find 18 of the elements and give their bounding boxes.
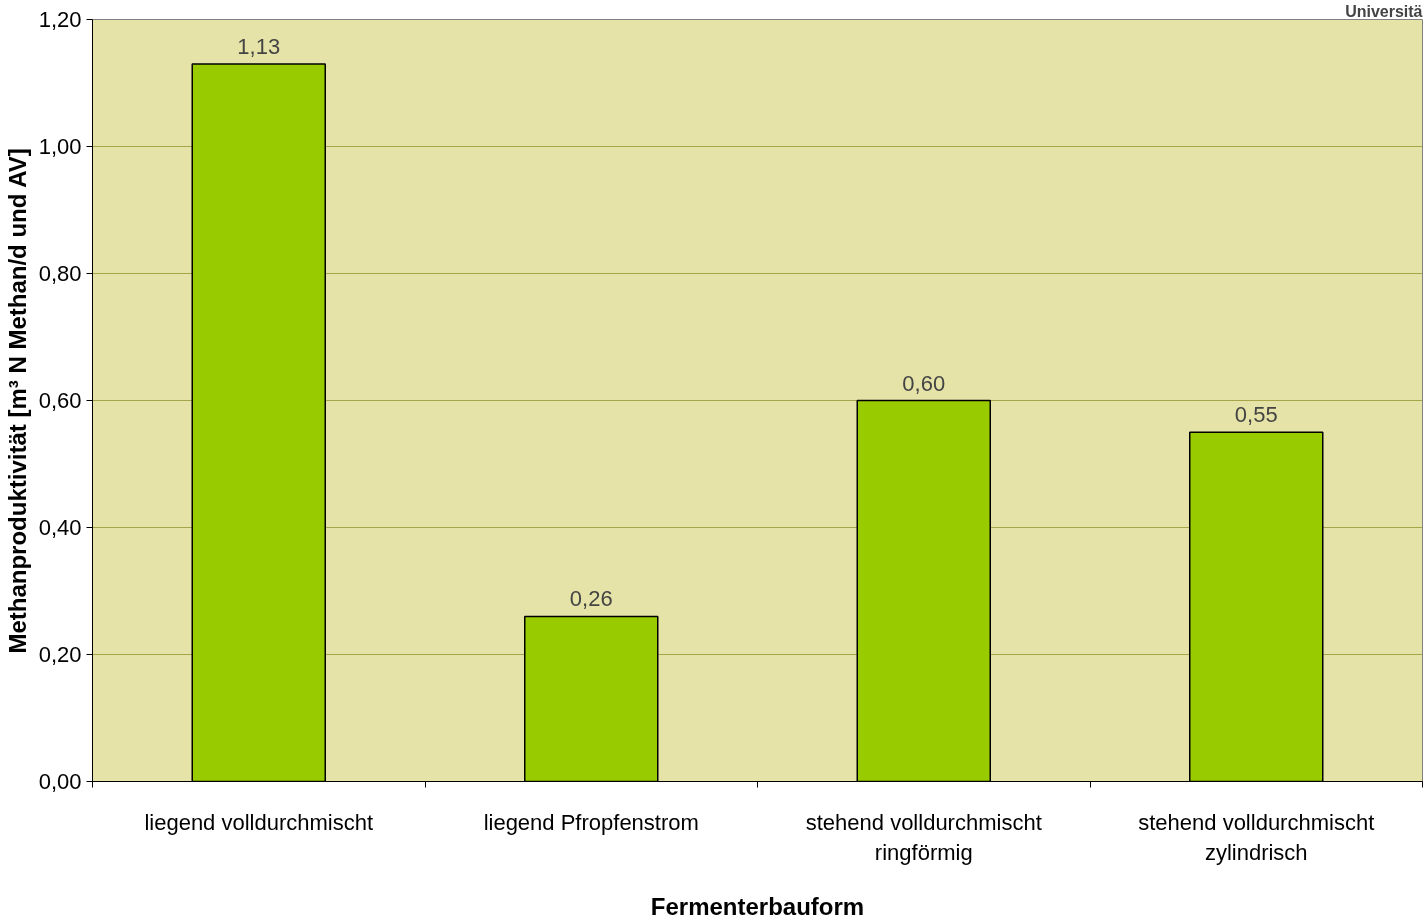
annotation: Universitä	[1345, 2, 1423, 20]
y-axis-title: Methanproduktivität [m³ N Methan/d und AV]	[3, 148, 31, 654]
y-tick-label: 1,00	[38, 134, 82, 159]
data-label: 0,60	[902, 370, 946, 396]
data-label: 0,26	[569, 586, 613, 612]
x-tick-label: liegend volldurchmischt	[144, 809, 374, 835]
y-tick-label: 0,80	[38, 261, 82, 286]
y-tick-label: 1,20	[38, 7, 82, 32]
y-tick-label: 0,40	[38, 515, 82, 540]
x-tick-label: stehend volldurchmischt zylindrisch	[1138, 809, 1375, 865]
y-tick-label: 0,60	[38, 388, 82, 413]
x-tick-label: stehend volldurchmischt ringförmig	[805, 809, 1042, 865]
x-axis-title: Fermenterbauform	[650, 892, 865, 920]
y-tick-label: 0,20	[38, 642, 82, 667]
x-tick-label: liegend Pfropfenstrom	[483, 809, 699, 835]
data-label: 1,13	[237, 33, 281, 59]
y-tick-label: 0,00	[38, 769, 82, 794]
data-label: 0,55	[1234, 402, 1278, 428]
